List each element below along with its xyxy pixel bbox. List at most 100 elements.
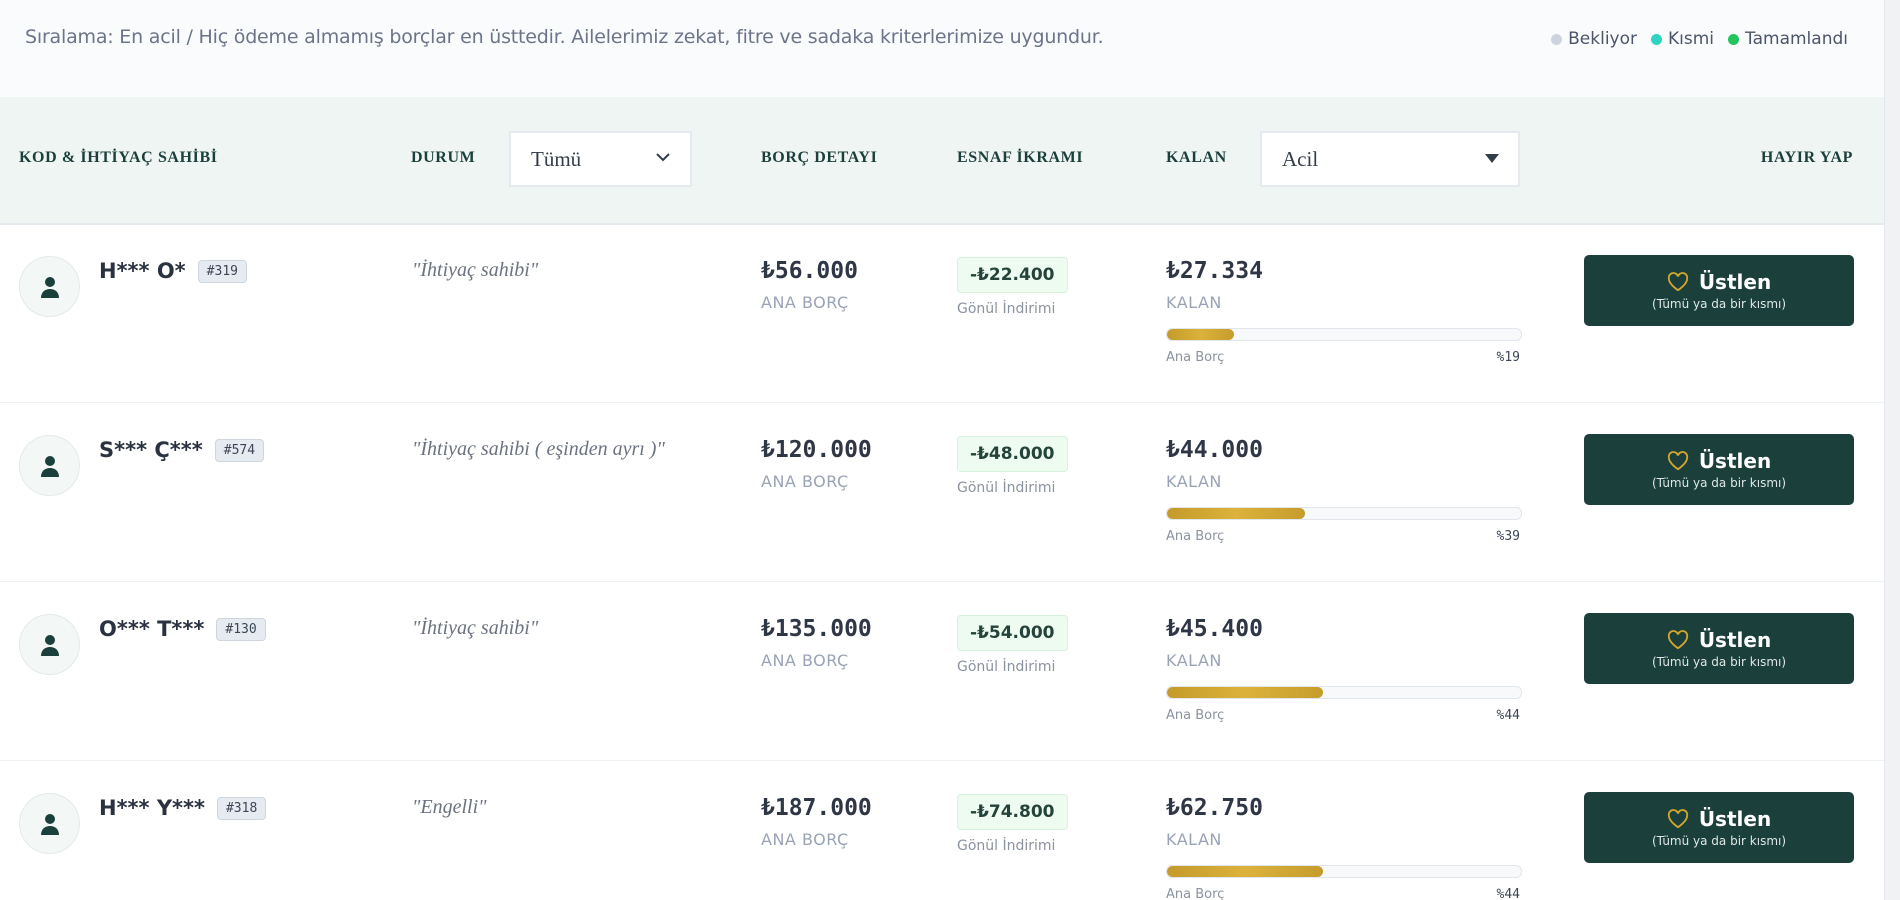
user-icon — [40, 455, 59, 477]
user-icon — [40, 813, 59, 835]
progress-label: Ana Borç — [1166, 350, 1225, 365]
legend-item: Tamamlandı — [1728, 29, 1848, 49]
take-on-button[interactable]: Üstlen (Tümü ya da bir kısmı) — [1584, 434, 1854, 505]
progress-bar — [1166, 328, 1522, 341]
beneficiary-code: #130 — [216, 618, 266, 641]
progress-percent: %19 — [1496, 350, 1520, 365]
discount-badge: -₺48.000 — [957, 436, 1068, 472]
legend-dot — [1728, 33, 1740, 45]
progress-fill — [1167, 508, 1306, 519]
heart-icon — [1667, 630, 1688, 650]
legend-label: Bekliyor — [1568, 29, 1638, 49]
beneficiary-code: #319 — [197, 260, 247, 283]
take-on-button-sub: (Tümü ya da bir kısmı) — [1651, 834, 1787, 848]
table-row: S*** Ç*** #574 "İhtiyaç sahibi ( eşinden a… — [0, 402, 1884, 582]
beneficiary-status: "İhtiyaç sahibi" — [412, 617, 539, 639]
status-filter-value: Tümü — [531, 146, 582, 171]
progress-fill — [1167, 866, 1323, 877]
take-on-button-label: Üstlen — [1698, 628, 1772, 652]
progress-label: Ana Borç — [1166, 529, 1225, 544]
table-header: KOD & İHTİYAÇ SAHİBİ DURUM Tümü BORÇ DET… — [0, 97, 1884, 225]
sort-select-value: Acil — [1282, 146, 1319, 171]
discount-badge: -₺54.000 — [957, 615, 1068, 651]
take-on-button-sub: (Tümü ya da bir kısmı) — [1651, 476, 1787, 490]
main-debt-amount: ₺120.000 — [761, 437, 872, 463]
take-on-button-sub: (Tümü ya da bir kısmı) — [1651, 297, 1787, 311]
take-on-button-main: Üstlen — [1667, 807, 1771, 831]
beneficiary-name: H*** Y*** — [99, 796, 205, 820]
status-filter-select[interactable]: Tümü — [509, 131, 692, 187]
discount-note: Gönül İndirimi — [957, 659, 1056, 675]
beneficiary-status: "İhtiyaç sahibi ( eşinden ayrı )" — [412, 438, 665, 460]
take-on-button[interactable]: Üstlen (Tümü ya da bir kısmı) — [1584, 792, 1854, 863]
table-row: H*** Y*** #318 "Engelli" ₺187.000 ANA BORÇ -₺… — [0, 760, 1884, 900]
discount-badge: -₺22.400 — [957, 257, 1068, 293]
progress-percent: %44 — [1496, 708, 1520, 723]
remaining-amount: ₺45.400 — [1166, 616, 1263, 642]
progress-percent: %44 — [1496, 887, 1520, 900]
main-debt-label: ANA BORÇ — [761, 651, 849, 670]
beneficiary-name: O*** T*** — [99, 617, 205, 641]
chevron-down-icon — [654, 148, 672, 171]
legend-dot — [1651, 33, 1663, 45]
beneficiary-name-cell: H*** O* #319 — [99, 259, 247, 283]
take-on-button[interactable]: Üstlen (Tümü ya da bir kısmı) — [1584, 613, 1854, 684]
header-name: KOD & İHTİYAÇ SAHİBİ — [19, 149, 218, 166]
remaining-label: KALAN — [1166, 830, 1222, 849]
remaining-amount: ₺27.334 — [1166, 258, 1263, 284]
take-on-button-sub: (Tümü ya da bir kısmı) — [1651, 655, 1787, 669]
header-discount: ESNAF İKRAMI — [957, 149, 1084, 166]
header-debt: BORÇ DETAYI — [761, 149, 878, 166]
progress-fill — [1167, 329, 1235, 340]
take-on-button-main: Üstlen — [1667, 628, 1771, 652]
take-on-button-label: Üstlen — [1698, 270, 1772, 294]
sort-note: Sıralama: En acil / Hiç ödeme almamış bo… — [25, 26, 1104, 48]
legend-item: Kısmi — [1651, 29, 1714, 49]
avatar — [19, 614, 80, 675]
take-on-button[interactable]: Üstlen (Tümü ya da bir kısmı) — [1584, 255, 1854, 326]
beneficiary-name-cell: O*** T*** #130 — [99, 617, 266, 641]
progress-label: Ana Borç — [1166, 887, 1225, 900]
progress-bar — [1166, 686, 1522, 699]
discount-note: Gönül İndirimi — [957, 301, 1056, 317]
beneficiary-status: "İhtiyaç sahibi" — [412, 259, 539, 281]
main-debt-label: ANA BORÇ — [761, 830, 849, 849]
main-debt-amount: ₺187.000 — [761, 795, 872, 821]
progress-bar — [1166, 507, 1522, 520]
take-on-button-main: Üstlen — [1667, 270, 1771, 294]
legend-label: Kısmi — [1668, 29, 1715, 49]
legend-label: Tamamlandı — [1745, 29, 1848, 49]
info-bar: Sıralama: En acil / Hiç ödeme almamış bo… — [0, 0, 1884, 97]
header-action: HAYIR YAP — [1760, 149, 1853, 166]
heart-icon — [1667, 272, 1688, 292]
avatar — [19, 256, 80, 317]
main-debt-label: ANA BORÇ — [761, 293, 849, 312]
status-legend: Bekliyor Kısmi Tamamlandı — [1551, 29, 1848, 49]
discount-note: Gönül İndirimi — [957, 838, 1056, 854]
header-status: DURUM — [411, 149, 476, 166]
avatar — [19, 793, 80, 854]
main-debt-amount: ₺56.000 — [761, 258, 858, 284]
avatar — [19, 435, 80, 496]
heart-icon — [1667, 451, 1688, 471]
discount-badge: -₺74.800 — [957, 794, 1068, 830]
user-icon — [40, 634, 59, 656]
progress-bar — [1166, 865, 1522, 878]
beneficiary-code: #318 — [216, 797, 267, 820]
sort-select[interactable]: Acil — [1260, 131, 1520, 187]
main-debt-amount: ₺135.000 — [761, 616, 872, 642]
take-on-button-label: Üstlen — [1698, 449, 1772, 473]
remaining-label: KALAN — [1166, 472, 1222, 491]
take-on-button-label: Üstlen — [1698, 807, 1772, 831]
remaining-amount: ₺44.000 — [1166, 437, 1263, 463]
take-on-button-main: Üstlen — [1667, 449, 1771, 473]
main-debt-label: ANA BORÇ — [761, 472, 849, 491]
discount-note: Gönül İndirimi — [957, 480, 1056, 496]
progress-percent: %39 — [1496, 529, 1520, 544]
user-icon — [40, 276, 59, 298]
beneficiary-status: "Engelli" — [412, 796, 487, 818]
beneficiary-code: #574 — [214, 439, 265, 462]
legend-item: Bekliyor — [1551, 29, 1637, 49]
beneficiary-name: H*** O* — [99, 259, 186, 283]
